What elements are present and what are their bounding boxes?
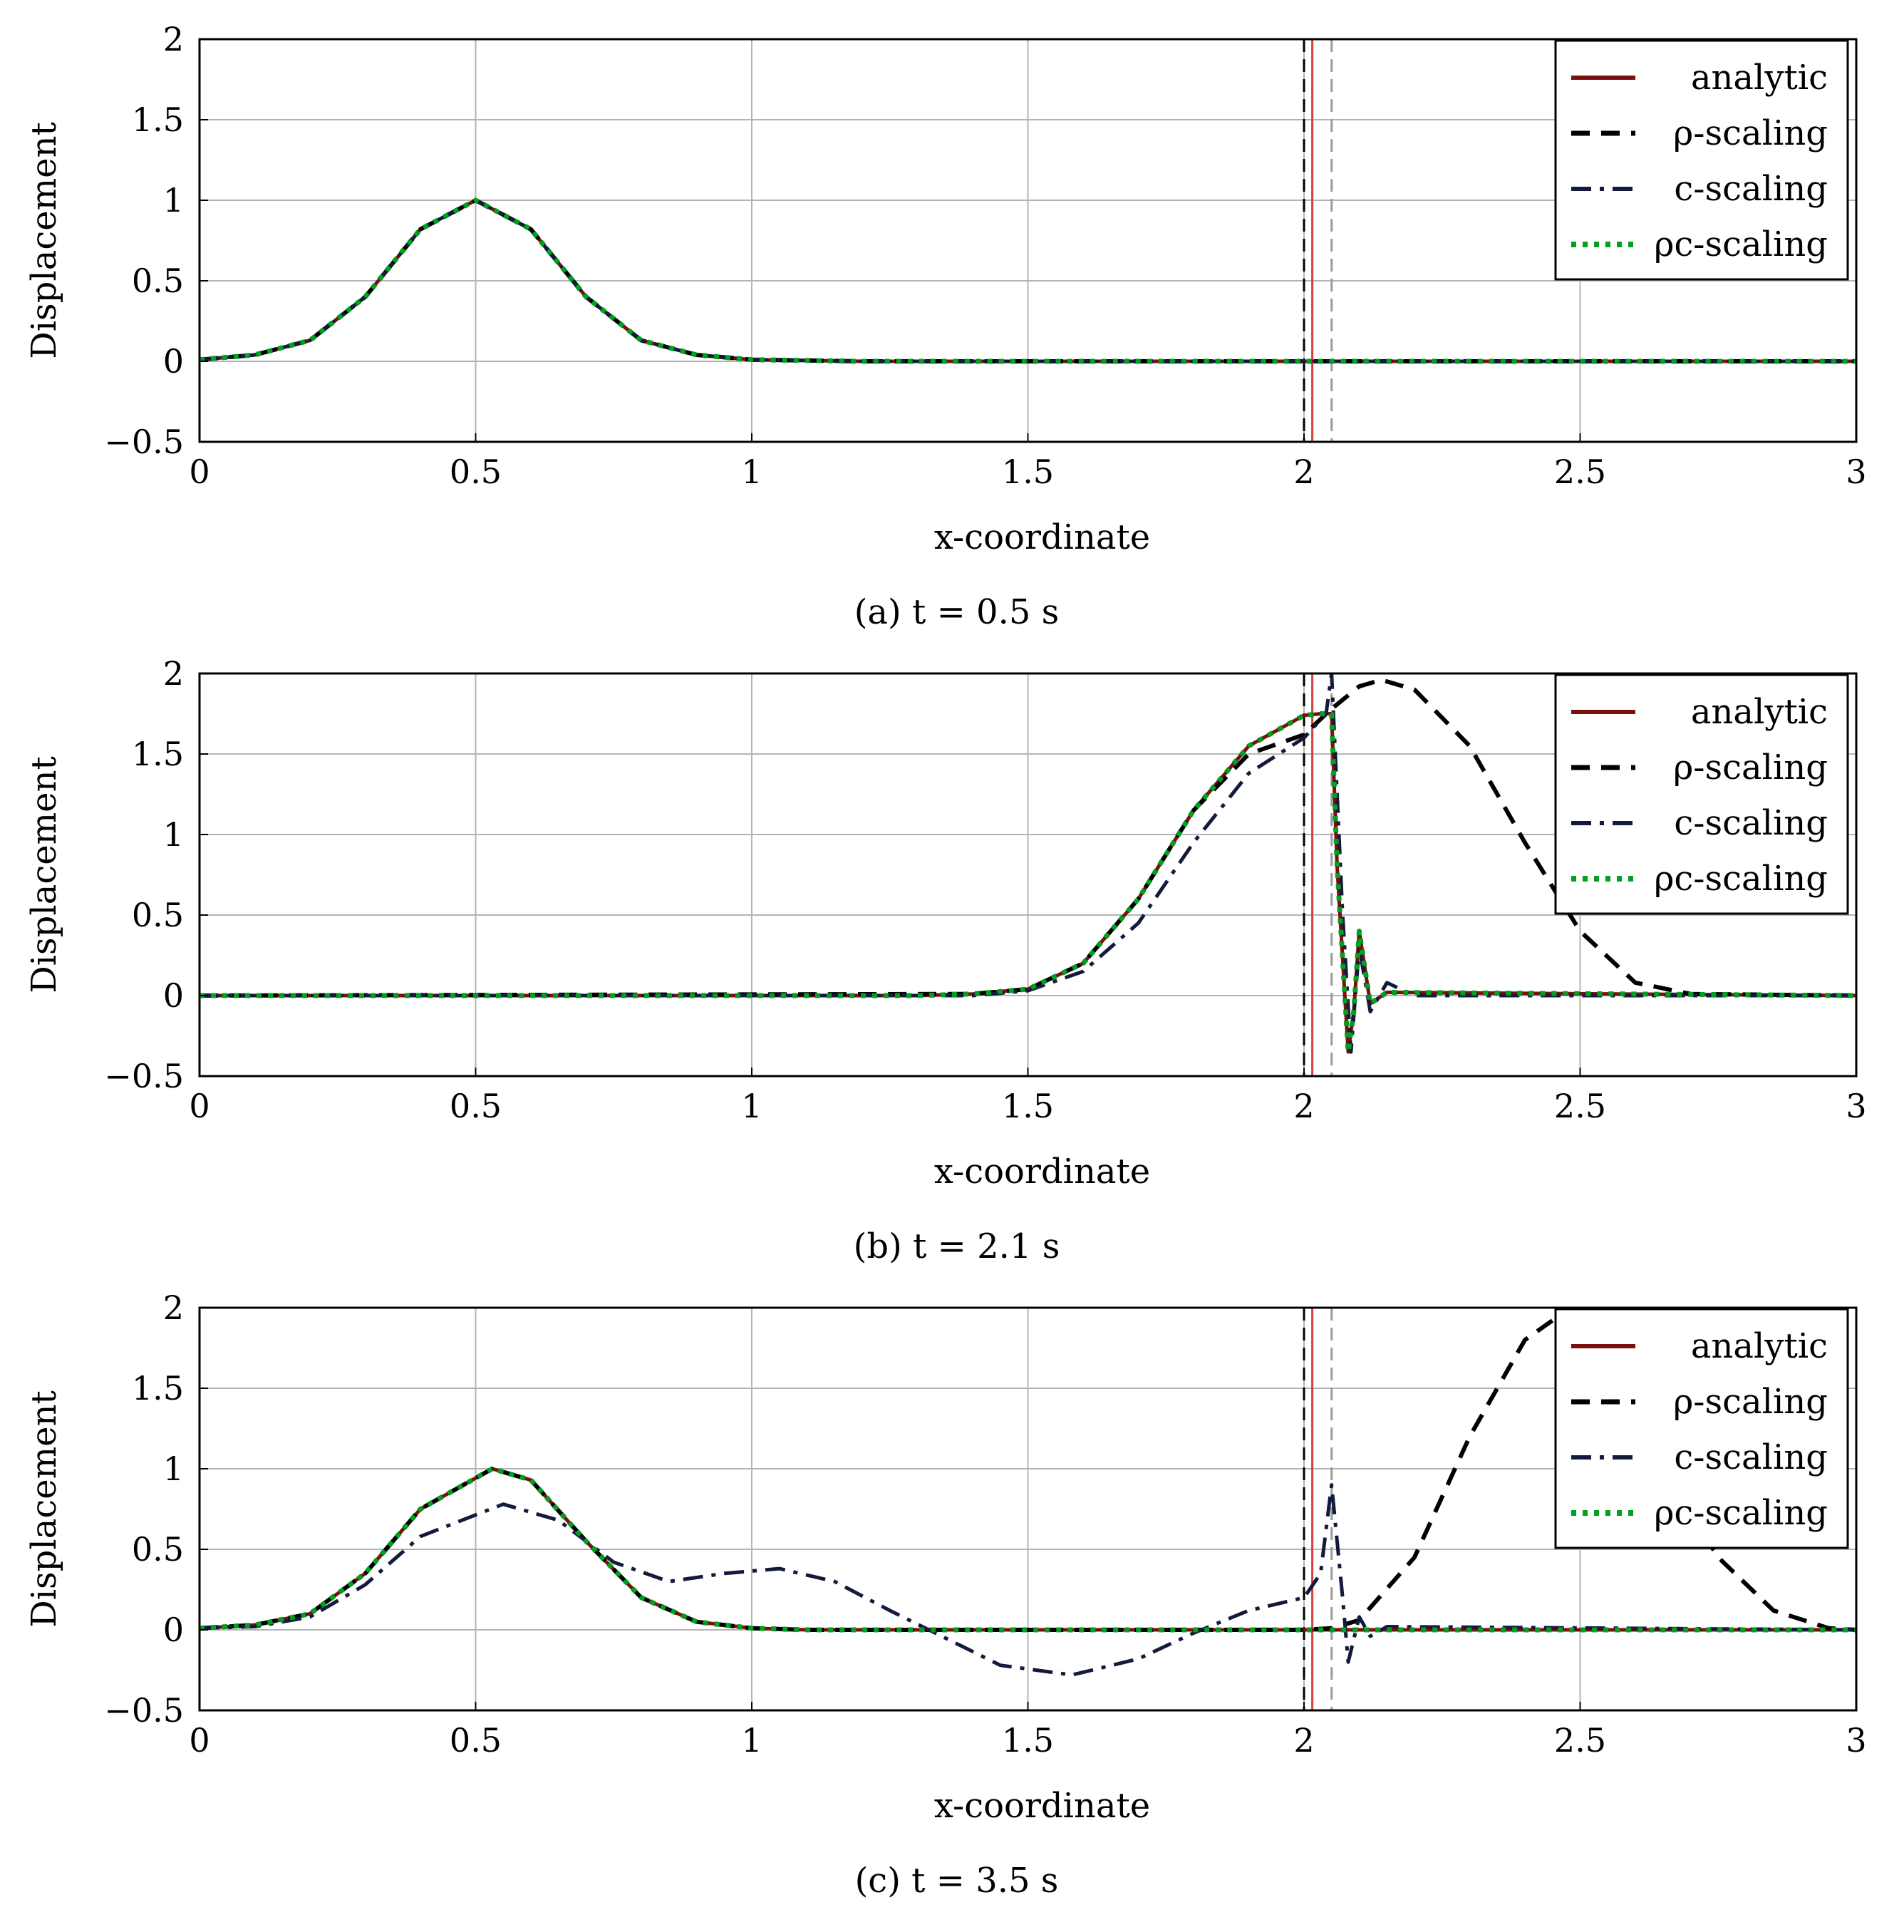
x-axis-label: x-coordinate bbox=[934, 517, 1150, 557]
series-group bbox=[200, 197, 1856, 364]
y-tick-label: 0.5 bbox=[132, 262, 184, 300]
x-tick-label: 1 bbox=[741, 1721, 762, 1760]
y-axis-label: Displacement bbox=[24, 1390, 64, 1628]
legend-label: ρc-scaling bbox=[1654, 224, 1828, 264]
legend-label: analytic bbox=[1691, 692, 1828, 732]
x-tick-label: 2 bbox=[1293, 1087, 1314, 1125]
chart-panel: 0 0.5 1 1.5 2 2.5 3−0.500.511.52x-coordinateDi… bbox=[24, 654, 1867, 1266]
legend-label: ρc-scaling bbox=[1654, 1493, 1828, 1533]
legend: analytic ρ-scaling c-scaling ρc-scaling bbox=[1554, 673, 1849, 915]
y-tick-label: 1.5 bbox=[132, 1369, 184, 1407]
y-tick-label: −0.5 bbox=[104, 1691, 184, 1730]
legend-label: ρ-scaling bbox=[1673, 748, 1828, 787]
legend-box bbox=[1554, 39, 1849, 281]
y-tick-label: 1.5 bbox=[132, 100, 184, 139]
series-group bbox=[200, 673, 1856, 1055]
y-tick-label: 1.5 bbox=[132, 735, 184, 773]
legend: analytic ρ-scaling c-scaling ρc-scaling bbox=[1554, 39, 1849, 281]
series-line bbox=[200, 711, 1856, 1055]
x-tick-label: 0.5 bbox=[450, 453, 502, 491]
legend-label: c-scaling bbox=[1674, 169, 1828, 209]
legend-box bbox=[1554, 673, 1849, 915]
legend-box bbox=[1554, 1308, 1849, 1549]
y-tick-label: −0.5 bbox=[104, 1057, 184, 1095]
x-tick-label: 1 bbox=[741, 1087, 762, 1125]
x-tick-label: 0 bbox=[189, 453, 209, 491]
panel-caption: (c) t = 3.5 s bbox=[855, 1861, 1059, 1901]
legend-label: analytic bbox=[1691, 1326, 1828, 1366]
y-tick-label: 1 bbox=[163, 815, 184, 854]
chart-panel: 0 0.5 1 1.5 2 2.5 3−0.500.511.52x-coordinateDi… bbox=[24, 1288, 1867, 1901]
y-tick-label: 0 bbox=[163, 976, 184, 1015]
x-tick-label: 2.5 bbox=[1554, 1087, 1606, 1125]
y-tick-label: 0.5 bbox=[132, 896, 184, 934]
legend-label: analytic bbox=[1691, 58, 1828, 98]
legend-label: ρ-scaling bbox=[1673, 113, 1828, 153]
y-tick-label: 0 bbox=[163, 1611, 184, 1649]
series-line bbox=[200, 673, 1856, 1054]
y-tick-label: 1 bbox=[163, 1450, 184, 1488]
x-tick-label: 2 bbox=[1293, 453, 1314, 491]
y-axis-label: Displacement bbox=[24, 756, 64, 993]
x-tick-label: 1 bbox=[741, 453, 762, 491]
series-line bbox=[200, 197, 1856, 364]
x-tick-label: 1.5 bbox=[1002, 1721, 1054, 1760]
x-tick-label: 3 bbox=[1846, 1721, 1866, 1760]
legend-label: c-scaling bbox=[1674, 1437, 1828, 1477]
y-axis-label: Displacement bbox=[24, 122, 64, 359]
y-tick-label: 2 bbox=[163, 654, 184, 693]
x-axis-label: x-coordinate bbox=[934, 1152, 1150, 1192]
x-tick-label: 3 bbox=[1846, 1087, 1866, 1125]
legend-label: ρc-scaling bbox=[1654, 859, 1828, 899]
legend: analytic ρ-scaling c-scaling ρc-scaling bbox=[1554, 1308, 1849, 1549]
x-tick-label: 0.5 bbox=[450, 1721, 502, 1760]
y-tick-label: 0 bbox=[163, 342, 184, 381]
x-tick-label: 2.5 bbox=[1554, 1721, 1606, 1760]
x-axis-label: x-coordinate bbox=[934, 1786, 1150, 1826]
legend-label: c-scaling bbox=[1674, 803, 1828, 843]
panel-caption: (b) t = 2.1 s bbox=[854, 1226, 1060, 1266]
x-tick-label: 1.5 bbox=[1002, 453, 1054, 491]
panel-caption: (a) t = 0.5 s bbox=[854, 592, 1060, 632]
y-tick-label: 2 bbox=[163, 1288, 184, 1327]
chart-panel: 0 0.5 1 1.5 2 2.5 3−0.500.511.52x-coordinateDi… bbox=[24, 20, 1867, 632]
y-tick-label: −0.5 bbox=[104, 423, 184, 461]
x-tick-label: 1.5 bbox=[1002, 1087, 1054, 1125]
x-tick-label: 0.5 bbox=[450, 1087, 502, 1125]
x-tick-label: 2 bbox=[1293, 1721, 1314, 1760]
x-tick-label: 3 bbox=[1846, 453, 1866, 491]
y-tick-label: 0.5 bbox=[132, 1530, 184, 1569]
x-tick-label: 0 bbox=[189, 1087, 209, 1125]
legend-label: ρ-scaling bbox=[1673, 1382, 1828, 1422]
y-tick-label: 1 bbox=[163, 181, 184, 219]
x-tick-label: 0 bbox=[189, 1721, 209, 1760]
series-line bbox=[200, 1466, 1856, 1633]
x-tick-label: 2.5 bbox=[1554, 453, 1606, 491]
y-tick-label: 2 bbox=[163, 20, 184, 58]
